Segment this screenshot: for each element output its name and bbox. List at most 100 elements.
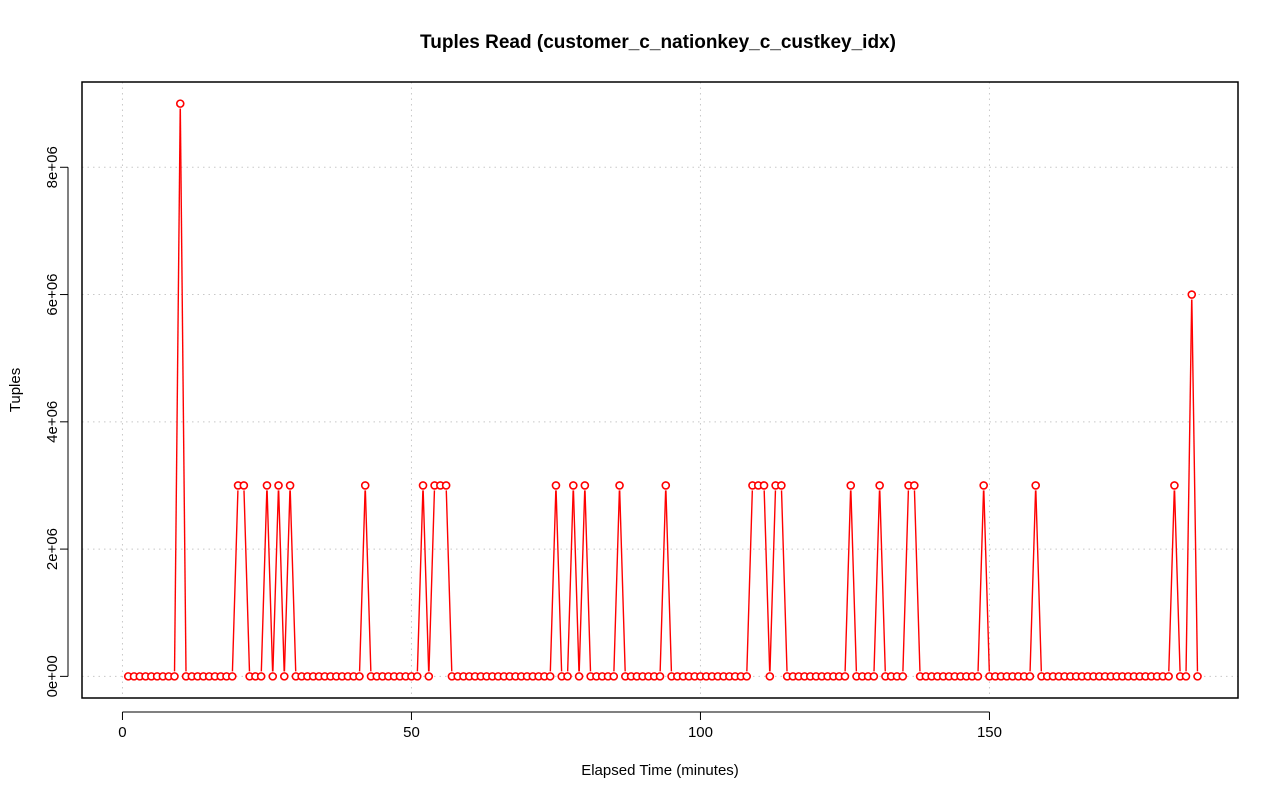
- data-point: [355, 672, 364, 681]
- data-point: [777, 481, 786, 490]
- series-segment: [850, 490, 858, 672]
- series-segment: [746, 490, 754, 672]
- series-segment: [283, 490, 291, 672]
- y-tick-label: 6e+06: [44, 273, 61, 315]
- x-tick-label: 150: [977, 724, 1002, 741]
- data-point: [274, 481, 283, 490]
- series-segment: [179, 108, 187, 672]
- data-point: [227, 672, 237, 681]
- series-segment: [289, 490, 297, 672]
- series-segment: [277, 490, 285, 672]
- data-point: [869, 672, 879, 681]
- series-segment: [913, 490, 921, 672]
- series-segment: [243, 490, 251, 672]
- series-segment: [879, 490, 886, 672]
- series-segment: [769, 490, 777, 672]
- data-point: [1181, 672, 1191, 681]
- series-segment: [578, 490, 586, 672]
- series-segment: [618, 490, 626, 672]
- data-point: [175, 99, 185, 108]
- data-point: [1164, 672, 1173, 681]
- y-tick-label: 0e+00: [44, 655, 61, 697]
- y-tick-label: 2e+06: [44, 528, 61, 570]
- series-segment: [364, 490, 372, 672]
- data-point: [412, 672, 422, 681]
- data-point: [846, 481, 856, 490]
- series-segment: [231, 490, 239, 672]
- data-point: [568, 481, 578, 490]
- data-point: [742, 672, 752, 681]
- data-point: [441, 481, 451, 490]
- series-segment: [1029, 490, 1037, 672]
- series-segment: [1168, 490, 1175, 672]
- x-tick-label: 50: [403, 724, 420, 741]
- y-tick-label: 8e+06: [44, 146, 61, 188]
- series-segment: [977, 490, 985, 672]
- data-point: [1025, 672, 1035, 681]
- data-point: [979, 481, 988, 490]
- series-segment: [659, 490, 667, 672]
- series-segment: [358, 490, 366, 672]
- series-segment: [1191, 299, 1199, 672]
- x-tick-label: 100: [688, 724, 713, 741]
- data-point: [1187, 290, 1197, 299]
- data-point: [615, 481, 624, 490]
- series-segment: [1185, 299, 1193, 672]
- data-point: [239, 481, 249, 490]
- series-segment: [1035, 490, 1043, 672]
- series-segment: [260, 490, 268, 672]
- series-segment: [416, 490, 424, 672]
- series-segment: [566, 490, 574, 672]
- data-point: [360, 481, 370, 490]
- series-segment: [272, 490, 280, 672]
- data-point: [279, 672, 289, 681]
- data-point: [765, 672, 775, 681]
- data-point: [574, 672, 584, 681]
- data-point: [262, 481, 272, 490]
- data-point: [1170, 481, 1179, 490]
- data-point: [424, 672, 434, 681]
- series-segment: [983, 490, 991, 672]
- series-segment: [428, 490, 436, 672]
- series-segment: [173, 108, 181, 672]
- series-segment: [445, 490, 453, 672]
- x-axis-label: Elapsed Time (minutes): [581, 762, 739, 779]
- data-point: [840, 672, 850, 681]
- data-point: [609, 672, 619, 681]
- series-segment: [266, 490, 274, 672]
- series-segment: [572, 490, 580, 672]
- data-point: [418, 481, 428, 490]
- series-segment: [902, 490, 910, 672]
- chart-title: Tuples Read (customer_c_nationkey_c_cust…: [420, 32, 896, 53]
- series-segment: [422, 490, 430, 672]
- series-segment: [844, 490, 852, 672]
- series-segment: [763, 490, 771, 672]
- series-segment: [613, 490, 621, 672]
- data-point: [268, 672, 278, 681]
- data-point: [655, 672, 665, 681]
- series-segment: [665, 490, 673, 672]
- data-point: [170, 672, 179, 681]
- data-point: [898, 672, 908, 681]
- series-segment: [780, 490, 788, 672]
- series-segment: [1173, 490, 1181, 672]
- series-segment: [555, 490, 563, 672]
- x-tick-label: 0: [118, 724, 126, 741]
- series-segment: [873, 490, 881, 672]
- data-point: [875, 481, 884, 490]
- data-point: [910, 481, 919, 490]
- y-axis-label: Tuples: [7, 368, 24, 412]
- data-point: [759, 481, 769, 490]
- data-point: [551, 481, 561, 490]
- data-point: [256, 672, 266, 681]
- axes: 0 50 100 150 0e+00 2e+06 4e+06 6e+06 8e+06: [44, 146, 1002, 741]
- series-segment: [549, 490, 557, 672]
- data-point: [545, 672, 555, 681]
- data-point: [563, 672, 572, 681]
- data-point: [973, 672, 983, 681]
- y-tick-label: 4e+06: [44, 401, 61, 443]
- data-point: [580, 481, 590, 490]
- plot-frame: [81, 81, 1239, 699]
- data-series: [123, 99, 1202, 681]
